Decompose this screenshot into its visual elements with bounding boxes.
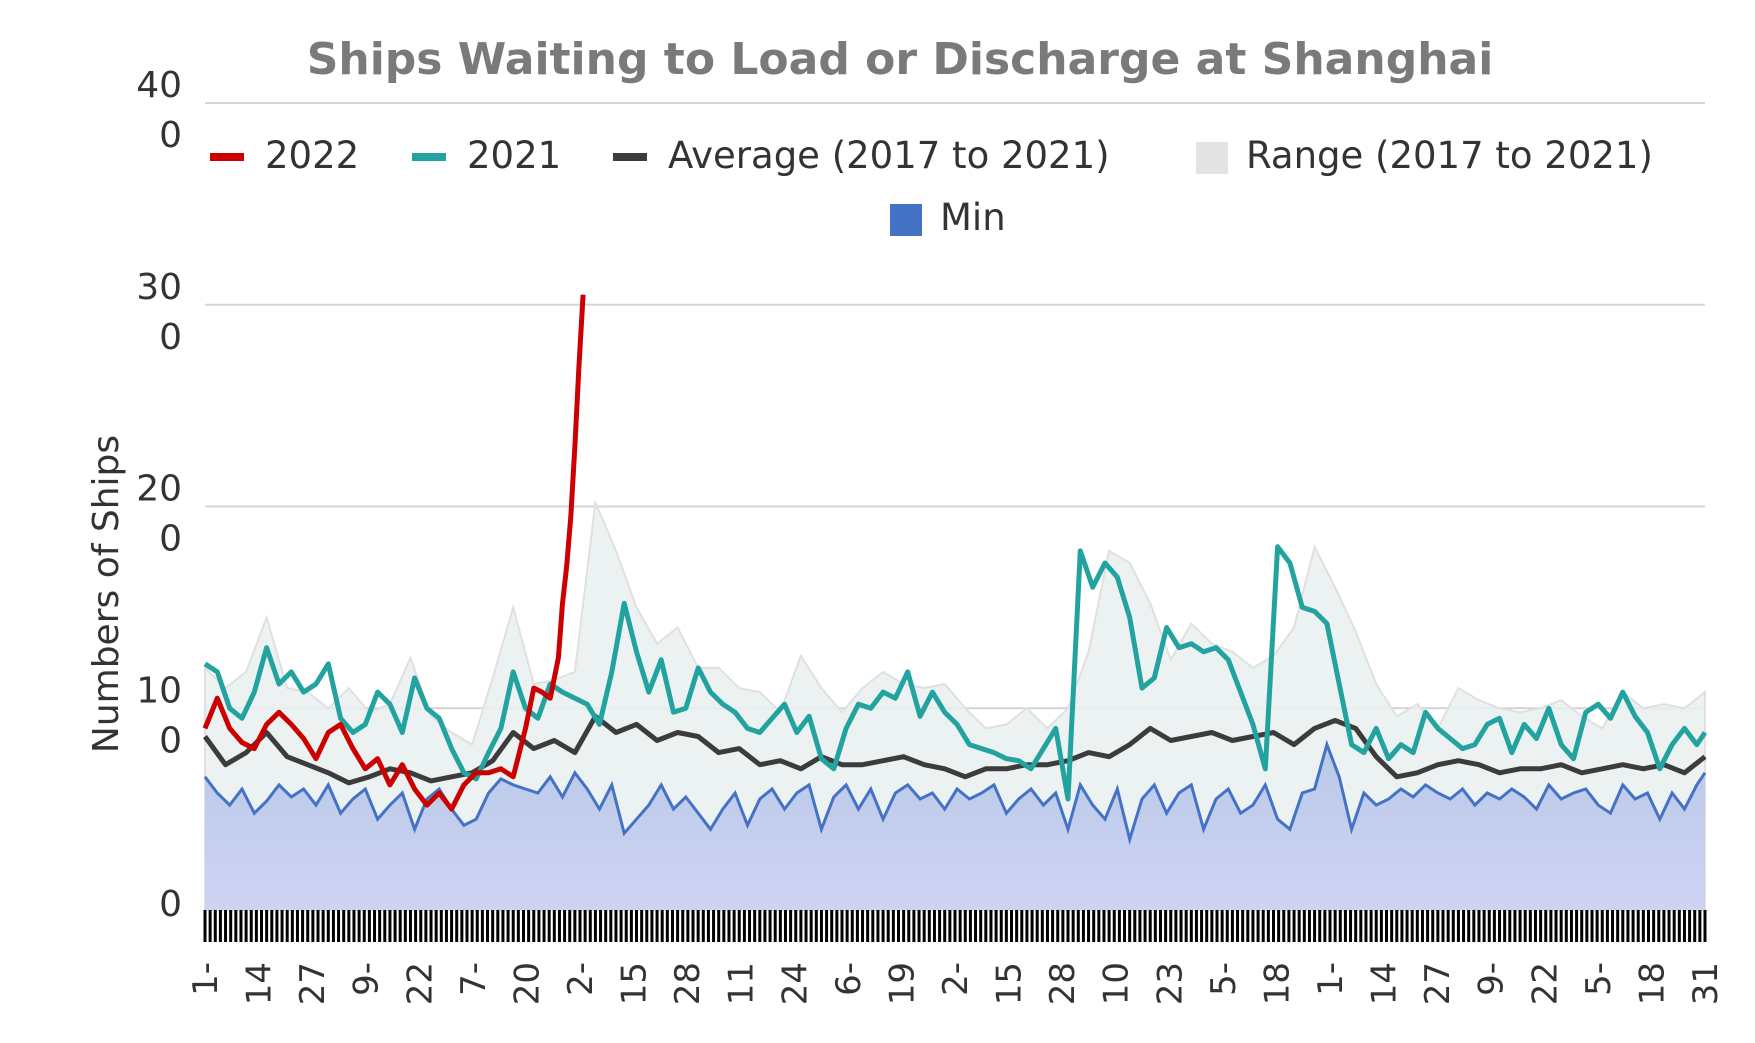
y-tick-label: 20 0	[136, 469, 182, 560]
gridlines	[205, 102, 1705, 710]
x-tick-label: 15	[990, 962, 1030, 1005]
legend-item-2021: 2021	[412, 134, 561, 177]
series-2021-line	[203, 544, 1708, 802]
x-tick-label: 9-	[1472, 962, 1512, 996]
legend-item-range-2017-to-2021: Range (2017 to 2021)	[1196, 134, 1653, 177]
series-min-area	[205, 744, 1705, 910]
series-2022-line	[202, 294, 586, 812]
x-tick-label: 7-	[454, 962, 494, 996]
legend-item-average-2017-to-2021: Average (2017 to 2021)	[613, 134, 1110, 177]
x-tick-label: 23	[1150, 962, 1190, 1005]
x-tick-label: 14	[240, 962, 280, 1005]
legend-swatch	[412, 153, 446, 161]
x-tick-label: 18	[1632, 962, 1672, 1005]
x-tick-label: 2-	[561, 962, 601, 996]
legend-label: 2021	[467, 134, 561, 177]
x-tick-label: 5-	[1204, 962, 1244, 996]
y-tick-label: 40 0	[136, 65, 182, 156]
plot-area	[202, 294, 1708, 911]
x-tick-label: 10	[1097, 962, 1137, 1005]
legend-swatch	[613, 153, 647, 161]
y-tick-label: 10 0	[136, 670, 182, 761]
x-tick-label: 19	[882, 962, 922, 1005]
legend-swatch	[890, 204, 922, 236]
x-tick-label: 1-	[1311, 962, 1351, 996]
legend-label: Average (2017 to 2021)	[668, 134, 1110, 177]
x-tick-label: 5-	[1579, 962, 1619, 996]
series-average-2017-to-2021-line	[202, 713, 1707, 786]
x-tick-label: 15	[615, 962, 655, 1005]
legend-item-2022: 2022	[210, 134, 359, 177]
y-axis: 0 10 0 20 0 30 0 40 0	[136, 65, 182, 925]
legend-label: Min	[940, 196, 1006, 239]
chart-title: Ships Waiting to Load or Discharge at Sh…	[307, 34, 1494, 85]
x-tick-label: 14	[1365, 962, 1405, 1005]
y-tick-label: 0	[159, 884, 182, 925]
x-tick-label: 1-	[186, 962, 226, 996]
legend: 2022 2021 Average (2017 to 2021) Range (201…	[210, 134, 1653, 239]
y-axis-label: Numbers of Ships	[86, 435, 127, 753]
legend-swatch	[1196, 142, 1228, 174]
x-tick-label: 9-	[347, 962, 387, 996]
x-tick-label: 11	[722, 962, 762, 1005]
legend-label: Range (2017 to 2021)	[1246, 134, 1653, 177]
y-tick-label: 30 0	[136, 267, 182, 358]
x-tick-label: 18	[1257, 962, 1297, 1005]
x-axis: 1- 14 27 9- 22 7- 20 2- 15 28 11 24 6- 19 2- 15 28 10 23 5-…	[186, 910, 1726, 1005]
x-tick-label: 24	[775, 962, 815, 1005]
x-tick-label: 20	[507, 962, 547, 1005]
legend-item-min: Min	[890, 196, 1006, 239]
legend-label: 2022	[265, 134, 359, 177]
x-tick-label: 22	[400, 962, 440, 1005]
x-tick-label: 28	[1043, 962, 1083, 1005]
x-tick-label: 28	[668, 962, 708, 1005]
x-tick-label: 27	[293, 962, 333, 1005]
series-min-line	[203, 739, 1707, 846]
x-tick-band	[203, 910, 1707, 942]
x-tick-label: 27	[1418, 962, 1458, 1005]
x-tick-label: 22	[1525, 962, 1565, 1005]
legend-swatch	[210, 153, 244, 161]
x-tick-label: 6-	[829, 962, 869, 996]
x-tick-label: 2-	[936, 962, 976, 996]
x-tick-label: 31	[1686, 962, 1726, 1005]
